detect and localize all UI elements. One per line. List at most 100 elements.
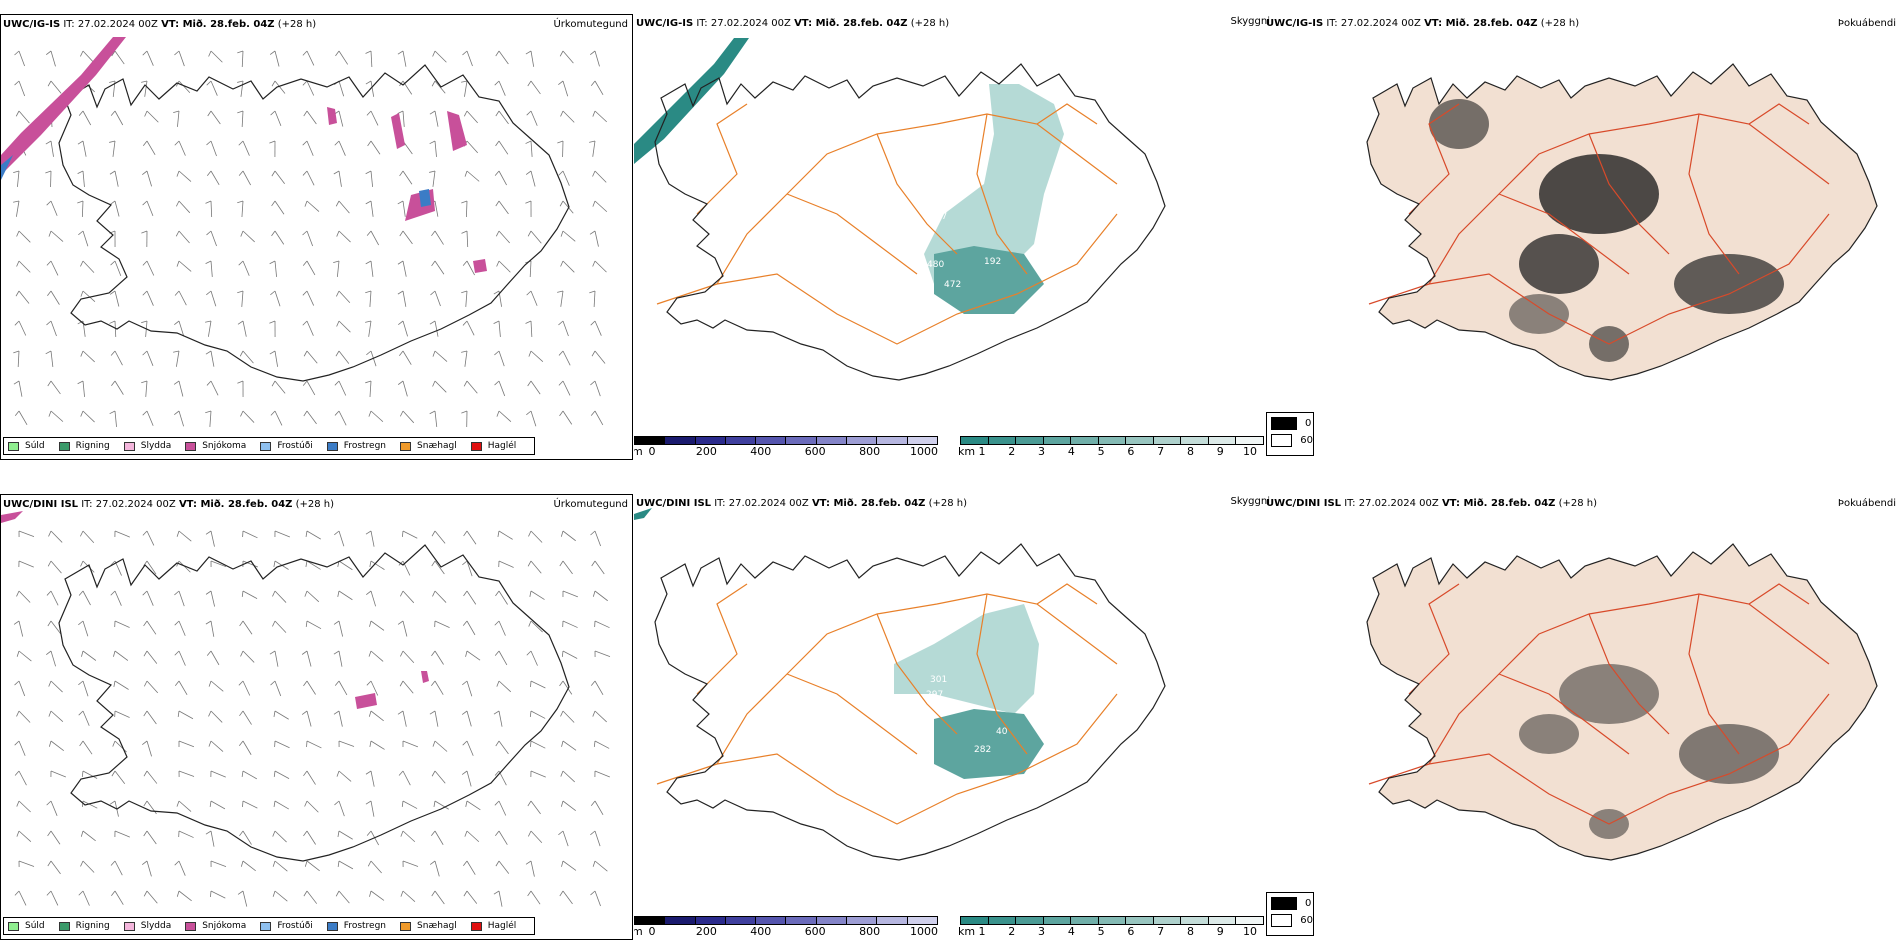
wind-barb-flag bbox=[369, 890, 372, 897]
wind-barb-flag bbox=[14, 890, 20, 896]
wind-barb-flag bbox=[591, 560, 596, 567]
wind-barb bbox=[594, 740, 610, 749]
wind-barb bbox=[562, 380, 571, 396]
wind-barb-flag bbox=[80, 410, 84, 417]
visibility-map-row2: 301 297 25 282 40 bbox=[634, 508, 1166, 861]
wind-barb bbox=[402, 170, 413, 185]
wind-barb bbox=[594, 350, 606, 364]
visibility-bar-cell bbox=[1153, 437, 1182, 444]
wind-barb-flag bbox=[493, 710, 500, 715]
wind-barb bbox=[338, 350, 350, 364]
wind-barb-flag bbox=[302, 80, 308, 86]
wind-barb bbox=[434, 230, 444, 245]
precip-legend-item-6: Snæhagl bbox=[400, 921, 457, 931]
wind-barb-flag bbox=[303, 350, 308, 357]
visibility-bar-cells bbox=[960, 436, 1264, 445]
ceiling-label: 297 bbox=[926, 690, 943, 700]
wind-barb-flag bbox=[48, 740, 52, 747]
wind-barb bbox=[114, 290, 120, 307]
fog-panel-row1: UWC/IG-IS IT: 27.02.2024 00Z VT: Mið. 28… bbox=[1264, 14, 1900, 460]
wind-barb bbox=[466, 650, 481, 661]
wind-barb-flag bbox=[205, 590, 212, 595]
ceiling-colorbar-row1: m 0 200 400 600 800 1000 bbox=[634, 436, 938, 460]
wind-barb bbox=[434, 200, 439, 217]
wind-barb-flag bbox=[16, 230, 20, 237]
visibility-bar-cell bbox=[1016, 917, 1044, 924]
wind-barb-flag bbox=[527, 890, 532, 897]
wind-barb bbox=[530, 650, 538, 666]
wind-barb-flag bbox=[494, 620, 500, 626]
wind-barb bbox=[82, 830, 96, 842]
wind-barb-flag bbox=[558, 80, 564, 86]
wind-barb bbox=[210, 830, 215, 847]
wind-barb-flag bbox=[365, 260, 372, 265]
wind-barb-flag bbox=[238, 680, 244, 686]
wind-barb bbox=[338, 230, 351, 243]
wind-barb bbox=[146, 620, 157, 635]
wind-barb-flag bbox=[78, 230, 84, 236]
wind-barb bbox=[210, 290, 217, 307]
fog-map-row1 bbox=[1366, 63, 1878, 381]
wind-barb bbox=[207, 320, 212, 337]
visibility-bar-cell bbox=[1126, 437, 1154, 444]
visibility-bar-cell bbox=[1153, 917, 1182, 924]
precip-legend-row2: Súld Rigning Slydda Snjókoma Frostúði Frostre… bbox=[3, 917, 536, 935]
ceiling-bar-tick-label: 200 bbox=[695, 925, 717, 938]
wind-barb bbox=[434, 830, 444, 845]
wind-barb bbox=[594, 680, 604, 696]
wind-barb bbox=[242, 800, 258, 809]
wind-barb-flag bbox=[560, 710, 564, 717]
road-line bbox=[976, 113, 1028, 275]
wind-barb bbox=[434, 890, 445, 905]
wind-barb bbox=[594, 170, 607, 183]
wind-barb-flag bbox=[366, 830, 372, 836]
wind-barb-flag bbox=[237, 200, 244, 204]
wind-barb bbox=[146, 560, 157, 575]
wind-barb bbox=[114, 740, 127, 753]
wind-barb-flag bbox=[177, 710, 180, 717]
wind-barb bbox=[402, 740, 419, 748]
precip-legend-swatch bbox=[58, 921, 70, 931]
wind-barb bbox=[530, 530, 543, 543]
wind-barb bbox=[529, 260, 532, 277]
wind-barb-flag bbox=[494, 770, 500, 776]
visibility-bar-cell bbox=[961, 437, 989, 444]
precip-panel-row2: UWC/DINI ISL IT: 27.02.2024 00Z VT: Mið.… bbox=[0, 494, 633, 940]
wind-barb-flag bbox=[14, 320, 20, 326]
wind-barb bbox=[370, 50, 373, 67]
road-line bbox=[1036, 583, 1098, 605]
wind-barb-flag bbox=[113, 680, 116, 687]
ceiling-colorbar-row2: m 0 200 400 600 800 1000 bbox=[634, 916, 938, 940]
precip-legend-label: Frostúði bbox=[277, 921, 313, 931]
wind-barb bbox=[274, 890, 288, 902]
wind-barb bbox=[370, 170, 374, 187]
wind-barb bbox=[50, 650, 57, 667]
wind-barb-flag bbox=[399, 350, 404, 356]
wind-barb bbox=[178, 710, 194, 720]
wind-barb bbox=[594, 710, 607, 723]
wind-barb bbox=[146, 770, 158, 784]
wind-barb-flag bbox=[560, 530, 564, 537]
wind-barb bbox=[498, 740, 509, 755]
wind-barb-flag bbox=[369, 620, 372, 627]
wind-barb bbox=[178, 170, 192, 182]
wind-barb-flag bbox=[45, 170, 52, 174]
wind-barb bbox=[146, 740, 152, 757]
ceiling-label: 472 bbox=[944, 280, 961, 290]
wind-barb bbox=[82, 890, 90, 906]
wind-barb-flag bbox=[303, 680, 308, 687]
wind-barb bbox=[562, 620, 578, 628]
wind-barb bbox=[82, 680, 89, 697]
wind-barb-flag bbox=[559, 200, 564, 207]
wind-barb-flag bbox=[16, 800, 20, 807]
precip-legend-item-5: Frostregn bbox=[326, 441, 386, 451]
wind-barb bbox=[562, 110, 575, 123]
visibility-bar-unit: km bbox=[958, 925, 976, 938]
wind-barb bbox=[50, 200, 58, 216]
wind-barb bbox=[402, 650, 415, 664]
wind-barb bbox=[594, 890, 601, 907]
wind-barb-flag bbox=[78, 710, 84, 716]
visibility-bar-tick-label: 4 bbox=[1067, 445, 1075, 458]
wind-barb bbox=[241, 50, 244, 68]
wind-barb-flag bbox=[143, 800, 148, 807]
